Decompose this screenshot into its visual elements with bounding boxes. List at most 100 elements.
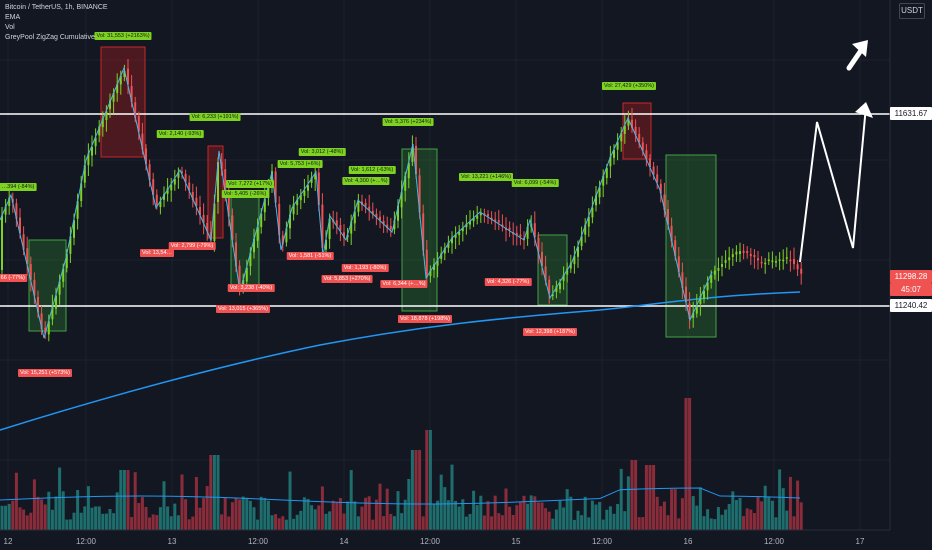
- candle-body: [569, 262, 572, 269]
- volume-bar: [191, 516, 195, 530]
- volume-bar: [137, 503, 141, 530]
- volume-bar: [122, 470, 126, 530]
- candle-body: [368, 206, 371, 211]
- candle-body: [1, 215, 3, 270]
- candle-body: [519, 234, 522, 237]
- volume-bar: [202, 498, 206, 530]
- candle-body: [105, 111, 108, 121]
- candle-body: [562, 274, 565, 281]
- volume-bar: [83, 506, 87, 530]
- currency-button[interactable]: USDT: [899, 3, 925, 19]
- time-tick-label: 14: [339, 537, 349, 546]
- candle-body: [796, 264, 799, 270]
- volume-bar: [436, 500, 440, 530]
- zigzag-annotation-low: Vol: 1,193 (-80%): [341, 264, 389, 272]
- volume-bar: [670, 489, 674, 530]
- volume-bar: [256, 519, 260, 530]
- candle-body: [238, 265, 241, 290]
- candle-body: [789, 259, 792, 262]
- time-scale[interactable]: [0, 530, 932, 550]
- time-tick-label: 12: [3, 537, 13, 546]
- candle-body: [379, 216, 381, 221]
- candle-body: [551, 294, 554, 297]
- volume-bar: [450, 464, 454, 530]
- candle-body: [728, 257, 731, 261]
- candle-body: [699, 296, 702, 304]
- volume-bar: [349, 470, 353, 530]
- candle-body: [436, 260, 439, 266]
- candle-body: [19, 217, 21, 234]
- candle-body: [159, 201, 162, 208]
- volume-bar: [497, 513, 501, 530]
- volume-bar: [299, 510, 303, 530]
- candle-body: [634, 126, 637, 136]
- candle-body: [544, 266, 547, 281]
- volume-bar: [742, 516, 746, 530]
- volume-bar: [738, 498, 742, 530]
- volume-bar: [61, 491, 65, 530]
- projection-arrowhead-icon: [855, 102, 873, 118]
- candle-body: [641, 142, 644, 151]
- candle-body: [267, 184, 270, 198]
- volume-bar: [637, 517, 641, 530]
- candle-body: [400, 192, 403, 208]
- volume-bar: [378, 483, 382, 530]
- candle-body: [350, 221, 353, 234]
- candle-body: [335, 220, 338, 226]
- volume-bar: [590, 500, 594, 530]
- candle-body: [357, 201, 360, 212]
- volume-bar: [572, 519, 576, 530]
- volume-bar: [79, 512, 83, 530]
- zigzag-annotation-high: Vol: 3,012 (-48%): [298, 148, 346, 156]
- candle-body: [155, 194, 158, 206]
- ema-indicator-label[interactable]: EMA: [5, 14, 21, 21]
- volume-bar: [734, 500, 738, 530]
- volume-bar: [209, 455, 213, 530]
- volume-bars: [0, 398, 803, 530]
- candle-body: [580, 236, 583, 247]
- candle-body: [206, 223, 209, 232]
- symbol-title[interactable]: Bitcoin / TetherUS, 1h, BINANCE: [5, 4, 108, 11]
- volume-bar: [392, 516, 396, 530]
- volume-bar: [623, 511, 627, 530]
- volume-bar: [536, 502, 540, 530]
- volume-bar: [320, 486, 324, 530]
- zigzag-indicator-label[interactable]: GreyPool ZigZag Cumulative Volum: [5, 34, 117, 41]
- volume-bar: [724, 509, 728, 530]
- candle-body: [613, 149, 615, 158]
- time-tick-label: 17: [855, 537, 865, 546]
- volume-bar: [155, 515, 159, 530]
- candle-body: [533, 223, 536, 238]
- candle-body: [202, 215, 205, 224]
- candle-body: [433, 264, 435, 270]
- candle-body: [148, 164, 151, 180]
- zigzag-annotation-high: Vol: 5,376 (+234%): [382, 118, 434, 126]
- volume-bar: [400, 513, 404, 530]
- volume-bar: [720, 514, 724, 530]
- candle-body: [771, 260, 774, 263]
- candle-body: [717, 268, 720, 271]
- candle-body: [217, 161, 219, 202]
- volume-bar: [540, 502, 544, 530]
- volume-bar: [65, 519, 69, 530]
- candle-body: [418, 175, 421, 213]
- candle-body: [33, 279, 36, 296]
- price-scale[interactable]: [890, 0, 932, 534]
- candle-body: [37, 296, 39, 313]
- candle-body: [119, 75, 122, 85]
- volume-bar: [518, 502, 522, 530]
- volume-ma-line: [0, 487, 801, 505]
- volume-bar: [644, 465, 648, 530]
- candle-body: [415, 145, 417, 175]
- candle-body: [101, 118, 104, 128]
- time-tick-label: 16: [683, 537, 693, 546]
- candle-body: [317, 172, 320, 205]
- volume-bar: [475, 505, 479, 530]
- volume-bar: [4, 505, 8, 530]
- candle-body: [526, 226, 529, 239]
- volume-bar: [382, 516, 386, 530]
- volume-bar: [659, 506, 663, 530]
- volume-indicator-label[interactable]: Vol: [5, 24, 15, 31]
- volume-bar: [526, 503, 530, 530]
